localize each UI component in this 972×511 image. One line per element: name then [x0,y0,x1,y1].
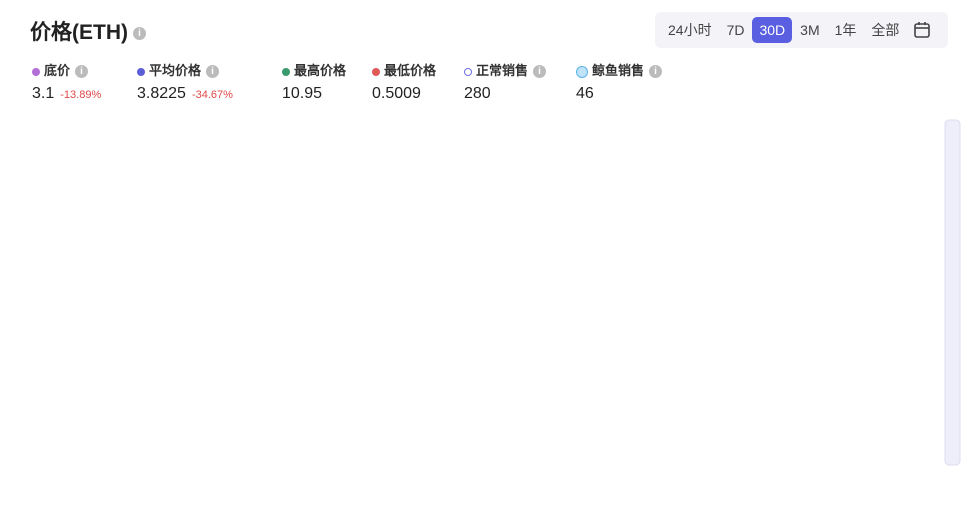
legend-marker [372,67,380,76]
info-icon[interactable]: i [206,65,220,79]
legend-marker [576,65,588,78]
range-button[interactable]: 1年 [834,22,857,38]
range-button[interactable]: 30D [752,17,793,43]
legend-marker [137,67,145,76]
stat-label: 最低价格 [384,63,437,78]
stat: 平均价格 i 3.8225 -34.67% [137,60,233,103]
range-button[interactable]: 7D [726,22,745,38]
stat-number: 10.95 [282,85,323,102]
stat-name: 最高价格 [282,60,346,79]
stat-label: 平均价格 [149,63,202,78]
range-button[interactable]: 3M [800,22,820,38]
stat-value: 3.1 -13.89% [32,85,101,103]
stat-label: 最高价格 [294,63,347,78]
stat-name: 最低价格 [372,60,436,79]
stat-label: 鲸鱼销售 [592,63,645,78]
legend-marker [282,67,290,76]
calendar-icon[interactable]: NFTGOPrice(ETH)UTC02.557.51012.5Feb 27Ma… [913,21,931,39]
stat: 正常销售 i 280 [464,60,547,103]
stat-number: 3.1 [32,85,55,102]
stat-label: 正常销售 [476,63,529,78]
stat-value: 10.95 [282,85,346,103]
stat-number: 46 [576,85,594,102]
stat-name: 正常销售 i [464,60,547,79]
info-icon[interactable]: i [533,65,547,79]
stat-name: 平均价格 i [137,60,233,79]
stat-label: 底价 [44,63,71,78]
legend-marker [32,67,40,76]
stat-value: 46 [576,85,662,103]
stat-change: -13.89% [60,89,102,101]
stat-value: 0.5009 [372,85,436,103]
stat: 最高价格 10.95 [282,60,346,103]
stat-value: 3.8225 -34.67% [137,85,233,103]
scrollbar[interactable] [944,119,961,466]
title-text: 价格(ETH) [30,21,128,44]
stat-change: -34.67% [191,89,233,101]
range-button[interactable]: 全部 [871,22,900,38]
stat-value: 280 [464,85,546,103]
stat-name: 底价 i [32,60,101,79]
stat-number: 280 [464,85,491,102]
stat: 鲸鱼销售 i 46 [576,60,663,103]
info-icon[interactable]: i [75,65,89,79]
info-icon[interactable]: i [133,26,146,40]
stat-number: 3.8225 [137,85,186,102]
title: 价格(ETH) i [30,16,146,46]
range-button[interactable]: 24小时 [668,22,712,38]
legend-marker [464,67,472,76]
stat: 最低价格 0.5009 [372,60,436,103]
stat-number: 0.5009 [372,85,421,102]
info-icon[interactable]: i [649,65,663,79]
stat-name: 鲸鱼销售 i [576,60,663,79]
stat: 底价 i 3.1 -13.89% [32,60,101,103]
